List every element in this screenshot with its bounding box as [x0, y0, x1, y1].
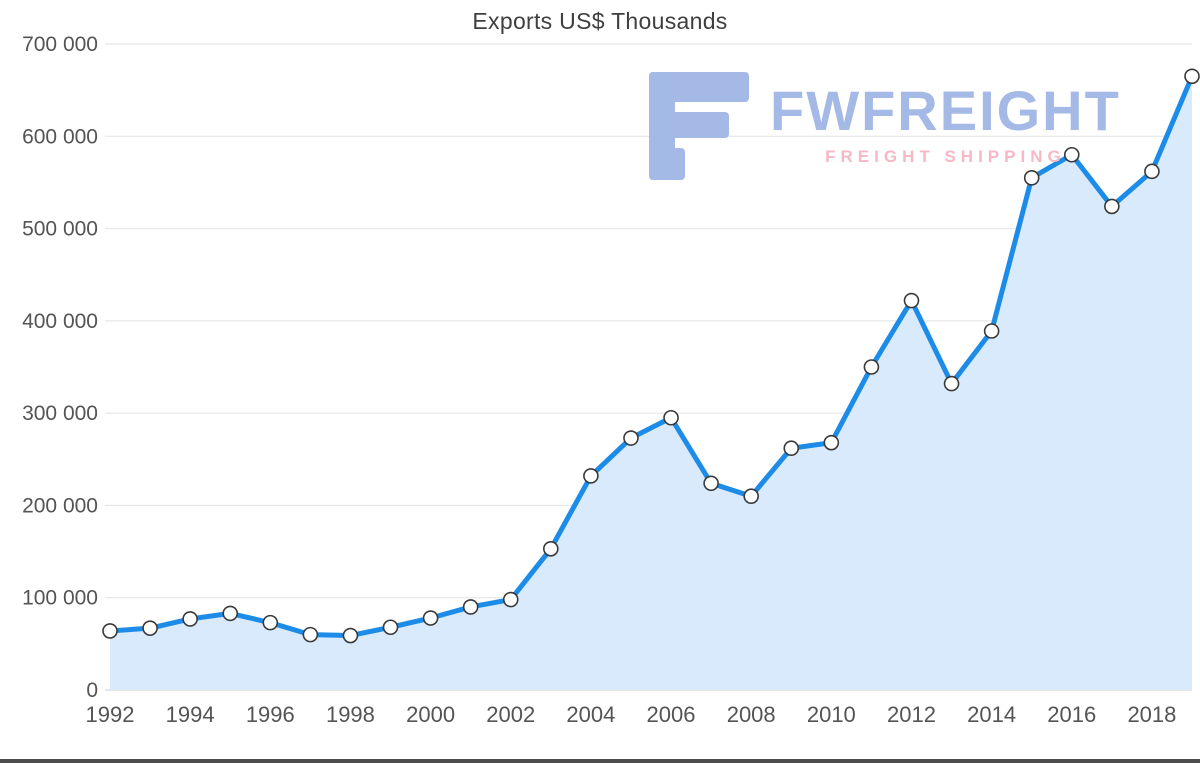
svg-text:2004: 2004: [566, 702, 615, 727]
svg-text:0: 0: [86, 679, 98, 702]
svg-text:2000: 2000: [406, 702, 455, 727]
svg-text:2006: 2006: [647, 702, 696, 727]
svg-text:2002: 2002: [486, 702, 535, 727]
svg-text:2008: 2008: [727, 702, 776, 727]
svg-text:1994: 1994: [166, 702, 215, 727]
svg-text:400 000: 400 000: [22, 310, 98, 333]
svg-text:200 000: 200 000: [22, 494, 98, 517]
svg-text:1992: 1992: [86, 702, 135, 727]
svg-text:2016: 2016: [1047, 702, 1096, 727]
svg-text:2010: 2010: [807, 702, 856, 727]
svg-text:100 000: 100 000: [22, 587, 98, 610]
svg-text:2018: 2018: [1127, 702, 1176, 727]
svg-text:2014: 2014: [967, 702, 1016, 727]
chart-plot-area: 0 100 000 200 000 300 000 400 000 500 000 600 …: [22, 33, 1200, 727]
bottom-divider: [0, 759, 1200, 763]
svg-text:700 000: 700 000: [22, 33, 98, 56]
svg-text:1996: 1996: [246, 702, 295, 727]
svg-text:500 000: 500 000: [22, 218, 98, 241]
chart-title: Exports US$ Thousands: [472, 8, 728, 34]
svg-text:2012: 2012: [887, 702, 936, 727]
svg-text:1998: 1998: [326, 702, 375, 727]
svg-text:600 000: 600 000: [22, 125, 98, 148]
svg-text:300 000: 300 000: [22, 402, 98, 425]
